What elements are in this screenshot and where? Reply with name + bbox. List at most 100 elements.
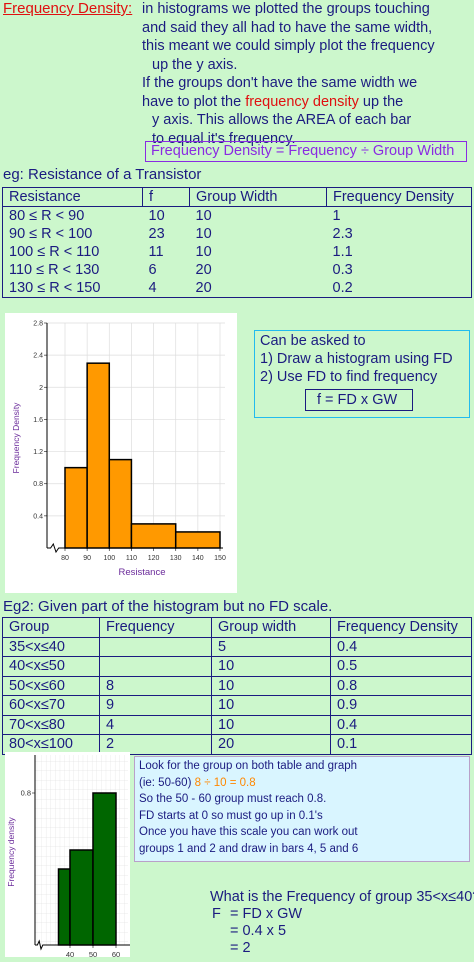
cell: 110 ≤ R < 130	[9, 262, 100, 278]
highlight: 8 ÷ 10 = 0.8	[194, 776, 256, 789]
text-line: in histograms we plotted the groups touc…	[142, 1, 430, 17]
chart-panel: 0.8 40 50 60 Frequency density	[5, 752, 131, 959]
x-tick-label: 80	[61, 555, 69, 562]
cell: 40<x≤50	[2, 656, 100, 677]
header-cell: Frequency Density	[330, 617, 472, 638]
formula-box	[145, 141, 467, 162]
table-row: 80<x≤100 2 20 0.1	[2, 734, 472, 755]
table-row: 60<x≤70 9 10 0.9	[2, 695, 472, 716]
table-row: 70<x≤80 4 10 0.4	[2, 714, 472, 735]
x-tick-label: 130	[170, 555, 182, 562]
cell: 10	[211, 714, 331, 735]
variable: F	[212, 906, 221, 922]
y-tick-label: 0.8	[33, 481, 43, 488]
cell: 90 ≤ R < 100	[9, 226, 93, 242]
text-line: Look for the group on both table and gra…	[139, 760, 358, 772]
table: Resistance f Group Width Frequency Density …	[2, 187, 472, 298]
cell: 80<x≤100	[2, 734, 100, 755]
header-cell: f	[142, 187, 190, 207]
table-row: 35<x≤40 5 0.4	[2, 636, 472, 657]
cell	[99, 636, 212, 657]
header-cell: Group	[2, 617, 100, 638]
bar	[92, 792, 117, 946]
cell: 35<x≤40	[2, 636, 100, 657]
heading: eg: Resistance of a Transistor	[3, 166, 202, 183]
bar	[69, 849, 94, 946]
section-title: Frequency Density:	[3, 0, 133, 17]
cell: 0.4	[330, 636, 472, 657]
text-line: If the groups don't have the same width …	[142, 75, 418, 91]
y-tick-label: 0.4	[33, 513, 43, 520]
cell: 2.3	[332, 226, 353, 242]
text-line: So the 50 - 60 group must reach 0.8.	[139, 793, 327, 805]
y-tick-label: 2	[39, 385, 43, 392]
text-line: y axis. This allows the AREA of each bar	[152, 112, 412, 128]
bar	[174, 531, 221, 549]
table-row: 80 ≤ R < 90 10 10 1	[3, 207, 472, 226]
cell: 10	[211, 695, 331, 716]
x-tick-label: 40	[66, 950, 74, 957]
cell: 0.1	[330, 734, 472, 755]
text-line: up the y axis.	[152, 56, 238, 73]
cell: 20	[195, 280, 212, 296]
y-axis-label: Frequency Density	[11, 402, 21, 474]
formula: f = FD x GW	[317, 392, 398, 408]
text: have to plot the	[142, 93, 242, 110]
text: (ie: 50-60)	[139, 776, 192, 789]
question: What is the Frequency of group 35<x≤40?	[210, 889, 474, 905]
cell: 10	[211, 675, 331, 696]
text-line: (ie: 50-60) 8 ÷ 10 = 0.8	[139, 775, 358, 792]
text: up the	[362, 93, 404, 110]
cell: 20	[195, 262, 212, 278]
header-cell: Frequency Density	[326, 187, 472, 207]
table-row: 90 ≤ R < 100 23 10 2.3	[3, 225, 472, 243]
table-row: 100 ≤ R < 110 11 10 1.1	[3, 243, 472, 261]
note-box	[134, 756, 470, 862]
cell: 100 ≤ R < 110	[9, 244, 100, 260]
y-tick-label: 1.6	[33, 417, 43, 424]
cell: 0.3	[332, 262, 353, 278]
y-axis-label: Frequency density	[6, 817, 16, 887]
x-tick-label: 110	[126, 555, 137, 562]
table: Group Frequency Group width Frequency Densi…	[2, 617, 472, 755]
axis-break	[35, 939, 131, 951]
x-tick-label: 120	[148, 555, 160, 562]
table-row: 40<x≤50 10 0.5	[2, 656, 472, 677]
x-tick-label: 140	[192, 555, 204, 562]
header-cell: Resistance	[2, 187, 143, 207]
step: = 0.4 x 5	[230, 923, 287, 939]
info-box	[254, 330, 470, 418]
text-line: 2) Use FD to find frequency	[260, 369, 438, 385]
cell: 8	[99, 675, 212, 696]
cell: 10	[195, 208, 212, 224]
cell: 1.1	[332, 244, 353, 260]
text-line: Can be asked to	[260, 333, 366, 349]
x-tick-label: 50	[89, 950, 97, 957]
formula: Frequency Density = Frequency ÷ Group Wi…	[151, 143, 455, 159]
cell: 0.5	[330, 656, 472, 677]
cell: 130 ≤ R < 150	[9, 280, 101, 296]
cell: 10	[148, 208, 165, 224]
cell: 0.4	[330, 714, 472, 735]
cell: 4	[148, 280, 157, 296]
y-tick-label: 2.4	[33, 353, 43, 360]
histogram: 0.4 0.8 1.2 1.6 2 2.4 2.8 80 90 100 110 120 130 140 15…	[11, 321, 226, 579]
highlight: frequency density	[245, 93, 359, 110]
bar	[86, 362, 111, 549]
header-cell: Frequency	[99, 617, 212, 638]
text-line: to equal it's frequency.	[152, 130, 296, 147]
bar	[130, 523, 177, 549]
chart-panel: 0.4 0.8 1.2 1.6 2 2.4 2.8 80 90 100 110 120 130 140 15…	[5, 313, 237, 593]
histogram: 0.8 40 50 60 Frequency density	[6, 755, 131, 959]
x-axis-label: Resistance	[119, 567, 166, 578]
cell: 11	[148, 244, 164, 260]
text-line: Once you have this scale you can work ou…	[139, 826, 358, 838]
axis-break	[47, 542, 223, 554]
cell: 0.2	[332, 280, 353, 296]
cell: 70<x≤80	[2, 714, 100, 735]
cell: 5	[211, 636, 331, 657]
cell: 9	[99, 695, 212, 716]
header-cell: Group width	[211, 617, 331, 638]
formula-box	[305, 389, 413, 411]
